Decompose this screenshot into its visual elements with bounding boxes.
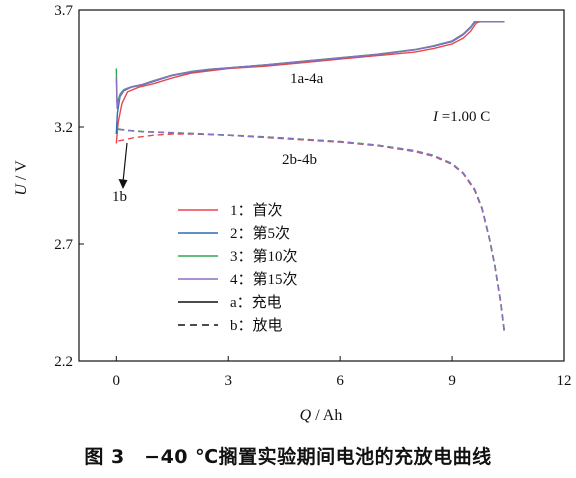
y-axis-title: U / V	[13, 160, 30, 196]
x-tick-label: 3	[224, 373, 232, 389]
y-tick-label: 3.7	[54, 3, 73, 19]
x-tick-label: 0	[113, 373, 121, 389]
legend-label-b: b：放电	[230, 317, 283, 334]
annotation-arrowhead	[118, 179, 128, 189]
axis-ticks: 0 3 6 9 12 2.2 2.7 3.2 3.7	[54, 3, 571, 389]
annotation-current: I =1.00 C	[432, 109, 490, 125]
series-line-4a	[115, 21, 505, 110]
y-tick-label: 3.2	[54, 120, 73, 136]
annotation-arrow-label: 1b	[112, 189, 127, 205]
series-line-1a	[115, 21, 505, 144]
legend-label-1: 1：首次	[230, 202, 283, 219]
figure-caption: 图 3 −40 ℃搁置实验期间电池的充放电曲线	[84, 446, 492, 468]
legend-label-2: 2：第5次	[230, 224, 290, 242]
legend: 1：首次 2：第5次 3：第10次 4：第15次 a：充电 b：放电	[178, 202, 298, 334]
current-value: =1.00 C	[438, 109, 490, 125]
x-tick-label: 12	[557, 373, 572, 389]
legend-label-3: 3：第10次	[230, 247, 298, 265]
annotation-charge-group: 1a-4a	[290, 71, 324, 87]
y-tick-label: 2.2	[54, 354, 73, 370]
annotation-discharge-group: 2b-4b	[282, 152, 317, 168]
y-tick-label: 2.7	[54, 237, 73, 253]
current-variable: I	[432, 109, 439, 125]
annotation-arrow	[122, 142, 128, 183]
legend-label-a: a：充电	[230, 294, 282, 311]
x-axis-title: Q / Ah	[300, 407, 343, 424]
y-axis-variable: U	[13, 183, 30, 196]
x-tick-label: 6	[336, 373, 344, 389]
series-layer	[115, 21, 505, 333]
series-line-4b	[118, 128, 505, 331]
chart: 0 3 6 9 12 2.2 2.7 3.2 3.7 U / V Q / Ah 1a-4a 2b…	[13, 3, 572, 424]
x-axis-variable: Q	[300, 407, 312, 424]
plot-frame	[78, 9, 565, 362]
x-tick-label: 9	[448, 373, 456, 389]
y-axis-unit: / V	[13, 160, 30, 184]
legend-label-4: 4：第15次	[230, 270, 298, 288]
x-axis-unit: / Ah	[311, 407, 342, 424]
